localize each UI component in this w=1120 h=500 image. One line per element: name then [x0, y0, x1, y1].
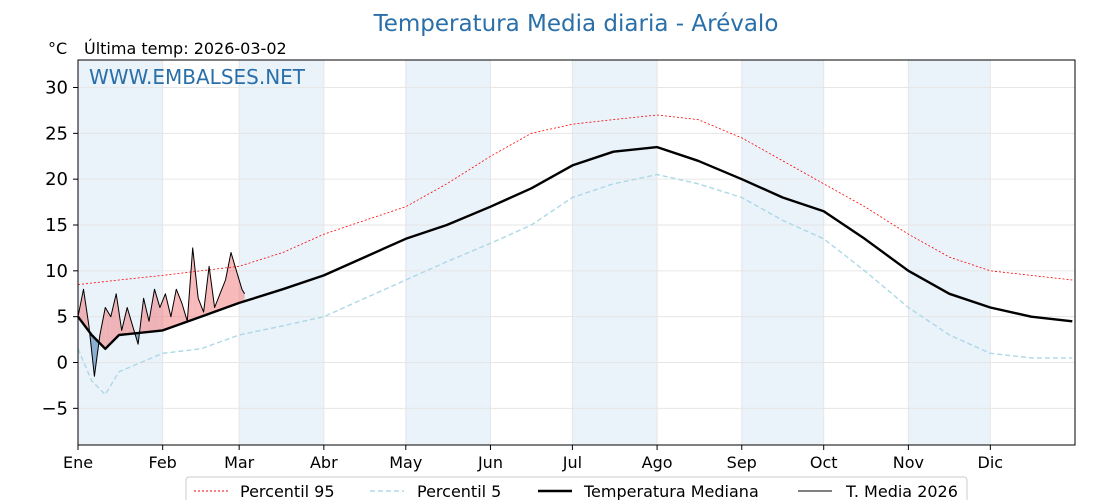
last-temp-label: Última temp: 2026-03-02	[84, 39, 287, 58]
fill-above-median	[127, 307, 133, 335]
watermark-text: WWW.EMBALSES.NET	[89, 65, 306, 89]
x-tick-label-abr: Abr	[310, 453, 338, 472]
x-tick-label-may: May	[389, 453, 422, 472]
fill-above-median	[198, 298, 204, 318]
month-band-may	[405, 60, 491, 445]
legend-label-p5: Percentil 5	[417, 482, 501, 500]
y-tick-label: 5	[57, 307, 68, 328]
fill-above-median	[225, 252, 231, 308]
month-band-sep	[741, 60, 824, 445]
month-band-mar	[239, 60, 324, 445]
y-tick-label: 10	[45, 261, 68, 282]
x-tick-label-feb: Feb	[149, 453, 177, 472]
x-tick-label-dic: Dic	[978, 453, 1004, 472]
month-band-ene	[78, 60, 163, 445]
fill-above-median	[176, 289, 182, 326]
month-band-jul	[572, 60, 658, 445]
fill-above-median	[170, 289, 177, 328]
x-tick-label-ene: Ene	[63, 453, 93, 472]
series-lines	[77, 114, 1073, 396]
fill-above-median	[192, 247, 199, 320]
series-line-p95	[77, 114, 1073, 285]
x-tick-label-ago: Ago	[642, 453, 673, 472]
y-axis-ticks: 30 25 20 15 10 5 0 −5	[41, 78, 78, 419]
fill-above-median	[143, 298, 149, 333]
plot-frame	[77, 59, 1076, 446]
y-tick-label: 0	[57, 353, 68, 374]
fill-above-median	[220, 280, 226, 310]
x-tick-label-jun: Jun	[477, 453, 503, 472]
unit-label: °C	[48, 39, 67, 58]
fill-above-median	[231, 252, 237, 306]
legend-label-current: T. Media 2026	[845, 482, 958, 500]
series-line-current	[77, 247, 246, 377]
series-line-p5	[77, 173, 1073, 396]
fill-above-median	[241, 289, 245, 303]
legend: Percentil 95 Percentil 5 Temperatura Med…	[185, 476, 968, 500]
x-tick-label-jul: Jul	[562, 453, 582, 472]
series-line-median	[77, 145, 1073, 350]
fill-above-median	[159, 293, 166, 331]
month-bands	[78, 60, 991, 445]
legend-box	[185, 476, 968, 500]
month-band-nov	[908, 60, 991, 445]
y-tick-label: 20	[45, 169, 68, 190]
x-axis-ticks: Ene Feb Mar Abr May Jun Jul Ago Sep Oct Nov Dic	[63, 445, 1003, 472]
fill-above-median	[105, 307, 111, 349]
y-tick-label: −5	[41, 398, 68, 419]
fill-above-median	[154, 289, 160, 332]
y-tick-label: 15	[45, 215, 68, 236]
fill-above-median	[99, 307, 106, 349]
grid-lines	[77, 60, 1075, 445]
fill-above-median	[110, 293, 117, 344]
fill-above-median	[236, 270, 242, 304]
chart-title: Temperatura Media diaria - Arévalo	[373, 11, 779, 37]
legend-label-p95: Percentil 95	[240, 482, 335, 500]
y-tick-label: 30	[45, 78, 68, 99]
legend-label-median: Temperatura Mediana	[583, 482, 759, 500]
fill-above-median	[165, 293, 171, 330]
x-tick-label-sep: Sep	[727, 453, 757, 472]
x-tick-label-mar: Mar	[224, 453, 255, 472]
x-tick-label-oct: Oct	[810, 453, 838, 472]
x-tick-label-nov: Nov	[893, 453, 924, 472]
y-tick-label: 25	[45, 123, 68, 144]
